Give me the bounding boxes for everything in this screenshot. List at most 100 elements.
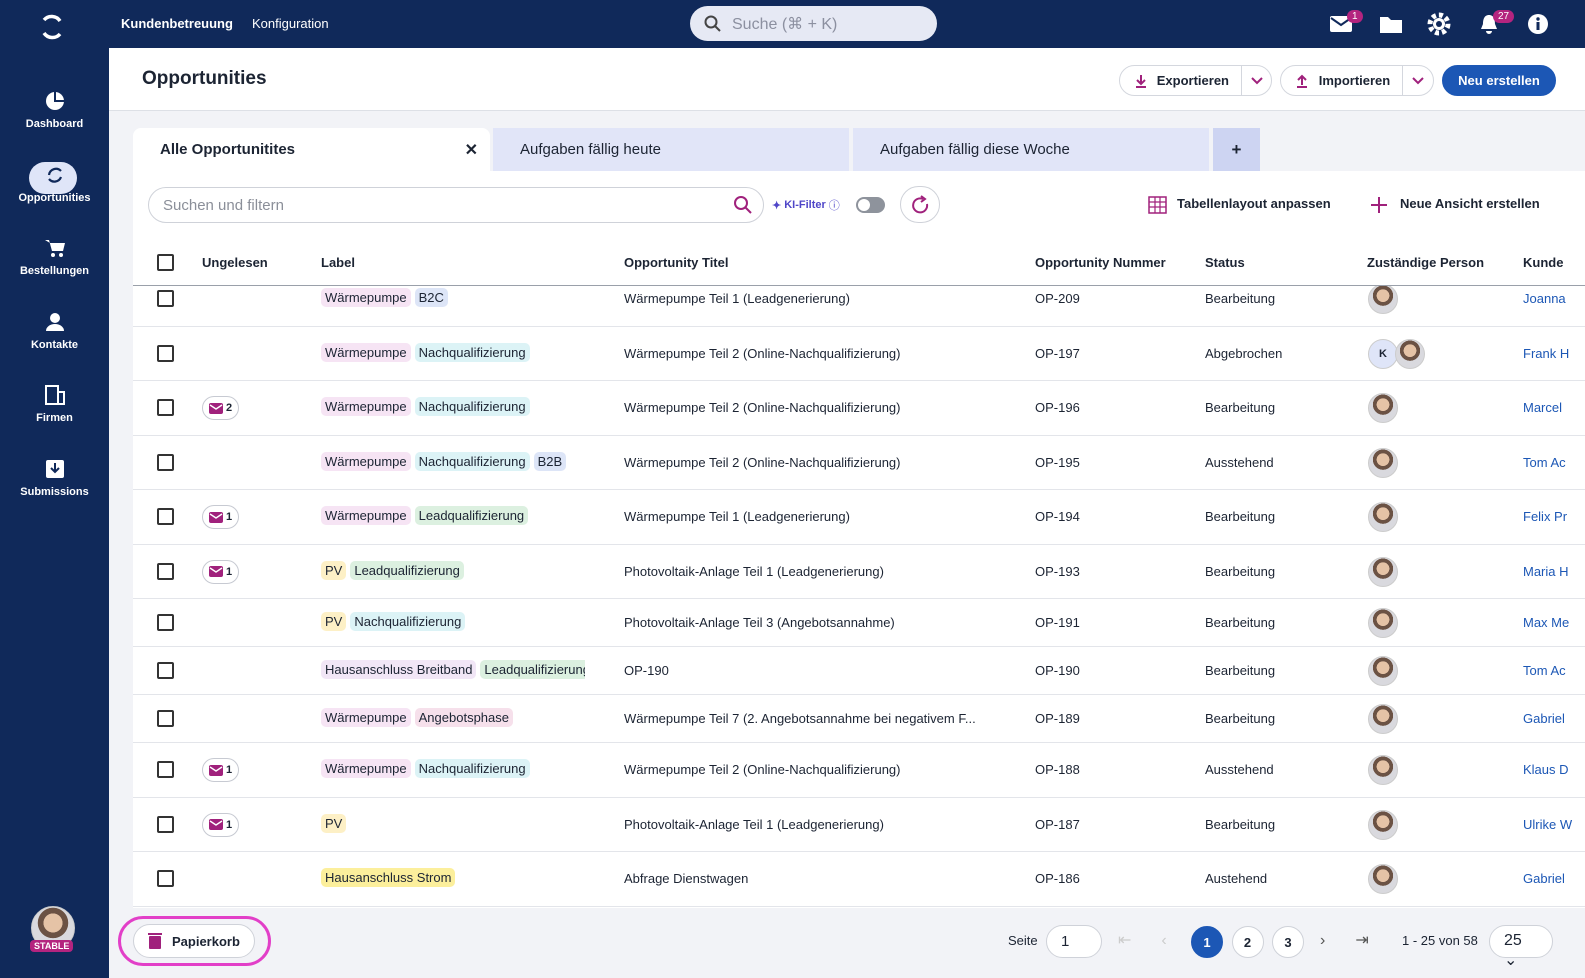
sidebar-item[interactable]: Bestellungen	[0, 237, 109, 277]
column-header[interactable]: Ungelesen	[202, 255, 268, 270]
info-icon[interactable]	[1527, 13, 1549, 35]
tab-close[interactable]: ✕	[464, 141, 478, 159]
refresh-button[interactable]	[900, 186, 940, 223]
customer-link[interactable]: Marcel	[1523, 400, 1563, 416]
nav-link[interactable]: Kundenbetreuung	[121, 16, 233, 31]
import-button[interactable]: Importieren	[1280, 65, 1434, 96]
dropdown-icon[interactable]	[1241, 65, 1271, 96]
table-row[interactable]: Hausanschluss Breitband Leadqualifizierun…	[133, 647, 1585, 695]
customer-link[interactable]: Gabriel	[1523, 711, 1565, 726]
customer-link[interactable]: Felix Pr	[1523, 509, 1568, 525]
page-nav[interactable]: ›⇥	[1320, 932, 1399, 949]
tab-active[interactable]: Alle Opportunitites ✕	[133, 128, 490, 171]
export-button[interactable]: Exportieren	[1119, 65, 1272, 96]
label-chip: PV	[321, 612, 347, 631]
new-view-button[interactable]: Neue Ansicht erstellen	[1370, 196, 1540, 214]
sidebar-item[interactable]: Opportunities	[0, 161, 109, 204]
customer-link[interactable]: Tom Ac	[1523, 454, 1566, 470]
dropdown-icon[interactable]	[1402, 65, 1433, 96]
opportunity-title: Wärmepumpe Teil 2 (Online-Nachqualifizie…	[624, 454, 901, 470]
settings-icon[interactable]	[1427, 12, 1451, 36]
ai-filter[interactable]: ✦ KI-Filter ⓘ	[772, 199, 840, 212]
sidebar-item[interactable]: Dashboard	[0, 90, 109, 130]
table-row[interactable]: 1 PV Photovoltaik-Anlage Teil 1 (Leadgener…	[133, 797, 1585, 852]
folder-icon[interactable]	[1379, 14, 1403, 34]
row-checkbox[interactable]	[157, 815, 174, 833]
sidebar-label: Opportunities	[18, 191, 91, 204]
tab[interactable]: Aufgaben fällig diese Woche	[853, 128, 1209, 171]
row-checkbox[interactable]	[157, 562, 174, 580]
table-row[interactable]: 2 Wärmepumpe Nachqualifizierung Wärmepumpe …	[133, 381, 1585, 436]
label-cell: Wärmepumpe Nachqualifizierung	[321, 397, 585, 417]
global-search[interactable]: Suche (⌘ + K)	[690, 6, 937, 41]
column-header[interactable]: Zuständige Person	[1367, 255, 1485, 270]
opportunity-number: OP-193	[1035, 563, 1080, 579]
table-search[interactable]: Suchen und filtern	[148, 187, 764, 223]
select-all[interactable]	[157, 254, 174, 271]
page-input[interactable]: 1	[1046, 925, 1102, 958]
status: Bearbeitung	[1205, 563, 1276, 579]
label-chip: Wärmepumpe	[321, 759, 411, 779]
customer-link[interactable]: Max Me	[1523, 615, 1570, 630]
tab[interactable]: Aufgaben fällig heute	[493, 128, 849, 171]
customer-link[interactable]: Tom Ac	[1523, 663, 1566, 678]
customer-link[interactable]: Ulrike W	[1523, 816, 1573, 832]
row-checkbox[interactable]	[157, 870, 174, 888]
highlight-ring	[118, 916, 271, 966]
opportunity-title: Photovoltaik-Anlage Teil 1 (Leadgenerier…	[624, 816, 884, 832]
customer-link[interactable]: Maria H	[1523, 563, 1569, 579]
customer-link[interactable]: Gabriel	[1523, 871, 1565, 887]
sidebar-item[interactable]: Submissions	[0, 458, 109, 498]
row-checkbox[interactable]	[157, 761, 174, 779]
page-button[interactable]: 2	[1231, 926, 1264, 958]
row-checkbox[interactable]	[157, 453, 174, 471]
unread-badge[interactable]: 1	[202, 559, 239, 584]
unread-badge[interactable]: 2	[202, 396, 239, 421]
customer-link[interactable]: Klaus D	[1523, 762, 1569, 778]
column-header[interactable]: Label	[321, 255, 355, 270]
nav-link[interactable]: Konfiguration	[252, 16, 329, 31]
table-row[interactable]: Wärmepumpe Nachqualifizierung Wärmepumpe T…	[133, 326, 1585, 381]
table-row[interactable]: PV Nachqualifizierung Photovoltaik-Anlage …	[133, 599, 1585, 647]
sidebar-item[interactable]: Kontakte	[0, 311, 109, 351]
row-checkbox[interactable]	[157, 710, 174, 727]
per-page-value: 25	[1504, 932, 1522, 949]
page-button[interactable]: 3	[1272, 926, 1304, 958]
table-row[interactable]: 1 Wärmepumpe Leadqualifizierung Wärmepumpe …	[133, 490, 1585, 545]
sidebar-label: Kontakte	[30, 338, 79, 351]
row-checkbox[interactable]	[157, 614, 174, 631]
footer	[109, 908, 1585, 978]
row-checkbox[interactable]	[157, 508, 174, 526]
table-row[interactable]: 1 PV Leadqualifizierung Photovoltaik-Anlage…	[133, 544, 1585, 599]
env-badge: STABLE	[30, 940, 74, 952]
layout-button[interactable]: Tabellenlayout anpassen	[1148, 196, 1331, 214]
add-tab[interactable]: +	[1213, 128, 1260, 171]
column-header[interactable]: Status	[1205, 255, 1245, 270]
customer-link[interactable]: Frank H	[1523, 345, 1570, 361]
row-checkbox[interactable]	[157, 662, 174, 679]
per-page-select[interactable]: 25 ⌄	[1489, 925, 1553, 969]
table-row[interactable]: 1 Wärmepumpe Nachqualifizierung Wärmepumpe …	[133, 743, 1585, 798]
column-header[interactable]: Opportunity Nummer	[1035, 255, 1166, 270]
table-row[interactable]: Wärmepumpe Nachqualifizierung B2B Wärmepump…	[133, 435, 1585, 490]
row-checkbox[interactable]	[157, 344, 174, 362]
page-button[interactable]: 1	[1191, 926, 1223, 958]
column-header[interactable]: Opportunity Titel	[624, 255, 729, 270]
ai-toggle[interactable]	[856, 197, 885, 213]
table-row[interactable]: Wärmepumpe Angebotsphase Wärmepumpe Teil 7…	[133, 695, 1585, 743]
row-checkbox[interactable]	[157, 399, 174, 417]
table-row[interactable]: Hausanschluss Strom Abfrage Dienstwagen OP…	[133, 852, 1585, 907]
unread-badge[interactable]: 1	[202, 505, 239, 530]
unread-badge[interactable]: 1	[202, 758, 239, 783]
page-nav-disabled: ⇤‹	[1118, 932, 1197, 949]
sidebar-icon	[44, 385, 65, 405]
opportunity-number: OP-194	[1035, 509, 1080, 525]
unread-badge[interactable]: 1	[202, 812, 239, 837]
create-button[interactable]: Neu erstellen	[1442, 65, 1556, 96]
customer-link[interactable]: Joanna	[1523, 291, 1566, 307]
column-header[interactable]: Kunde	[1523, 255, 1564, 270]
row-checkbox[interactable]	[157, 290, 174, 308]
trash-button[interactable]: Papierkorb	[133, 924, 255, 958]
sidebar-item[interactable]: Firmen	[0, 384, 109, 424]
